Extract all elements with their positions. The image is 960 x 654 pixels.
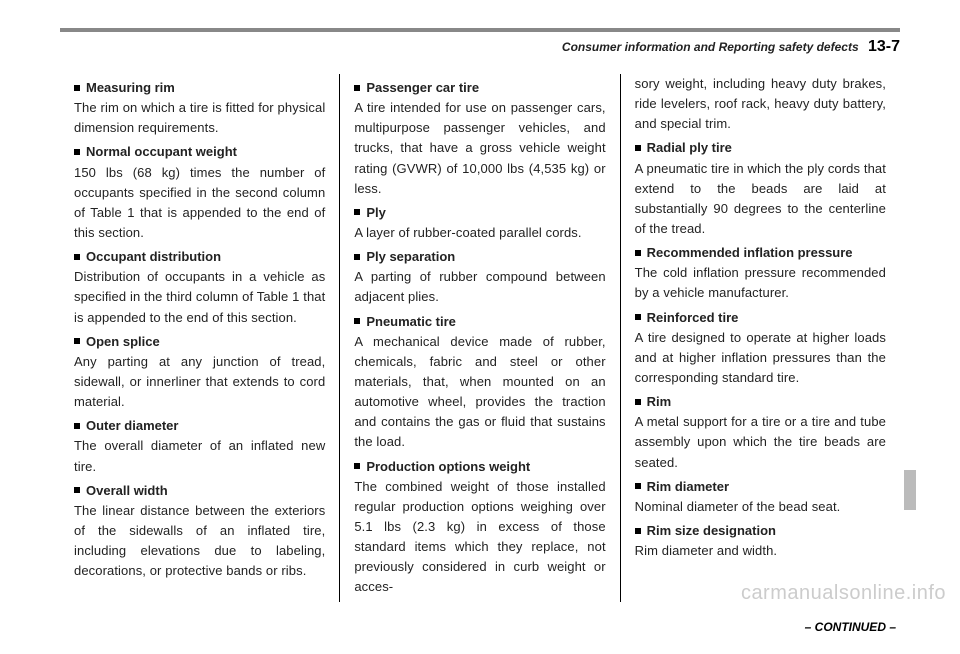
content-columns: Measuring rim The rim on which a tire is… bbox=[60, 74, 900, 602]
term: Measuring rim bbox=[74, 78, 325, 98]
definition: Rim diameter and width. bbox=[635, 541, 886, 561]
page-header: Consumer information and Reporting safet… bbox=[60, 38, 900, 56]
definition: A tire intended for use on passenger car… bbox=[354, 98, 605, 199]
term-label: Normal occupant weight bbox=[86, 144, 237, 159]
definition: The rim on which a tire is fitted for ph… bbox=[74, 98, 325, 138]
header-rule bbox=[60, 28, 900, 32]
bullet-icon bbox=[635, 145, 641, 151]
term: Outer diameter bbox=[74, 416, 325, 436]
term: Pneumatic tire bbox=[354, 312, 605, 332]
bullet-icon bbox=[74, 254, 80, 260]
column-2: Passenger car tire A tire intended for u… bbox=[339, 74, 619, 602]
definition: The cold inflation pressure recommended … bbox=[635, 263, 886, 303]
page-number: 13-7 bbox=[868, 38, 900, 55]
term: Rim size designation bbox=[635, 521, 886, 541]
definition: 150 lbs (68 kg) times the number of occu… bbox=[74, 163, 325, 244]
term: Normal occupant weight bbox=[74, 142, 325, 162]
definition: The overall diameter of an inflated new … bbox=[74, 436, 325, 476]
bullet-icon bbox=[635, 483, 641, 489]
bullet-icon bbox=[635, 314, 641, 320]
term-label: Overall width bbox=[86, 483, 168, 498]
bullet-icon bbox=[354, 318, 360, 324]
term: Ply separation bbox=[354, 247, 605, 267]
definition: Any parting at any junction of tread, si… bbox=[74, 352, 325, 412]
term-label: Reinforced tire bbox=[647, 310, 739, 325]
term: Rim bbox=[635, 392, 886, 412]
bullet-icon bbox=[354, 85, 360, 91]
definition: A tire designed to operate at higher loa… bbox=[635, 328, 886, 388]
term-label: Rim size designation bbox=[647, 523, 776, 538]
definition: sory weight, including heavy duty brakes… bbox=[635, 74, 886, 134]
term-label: Ply separation bbox=[366, 249, 455, 264]
bullet-icon bbox=[74, 85, 80, 91]
term-label: Measuring rim bbox=[86, 80, 175, 95]
term: Open splice bbox=[74, 332, 325, 352]
watermark: carmanualsonline.info bbox=[741, 582, 946, 605]
term: Reinforced tire bbox=[635, 308, 886, 328]
term-label: Occupant distribution bbox=[86, 249, 221, 264]
term: Recommended inflation pressure bbox=[635, 243, 886, 263]
bullet-icon bbox=[635, 528, 641, 534]
bullet-icon bbox=[74, 423, 80, 429]
term-label: Ply bbox=[366, 205, 386, 220]
term-label: Recommended inflation pressure bbox=[647, 245, 853, 260]
bullet-icon bbox=[635, 399, 641, 405]
definition: A parting of rubber compound between adj… bbox=[354, 267, 605, 307]
term: Radial ply tire bbox=[635, 138, 886, 158]
term-label: Pneumatic tire bbox=[366, 314, 456, 329]
term-label: Rim bbox=[647, 394, 672, 409]
column-1: Measuring rim The rim on which a tire is… bbox=[60, 74, 339, 602]
bullet-icon bbox=[354, 254, 360, 260]
term-label: Production options weight bbox=[366, 459, 530, 474]
definition: A layer of rubber-coated parallel cords. bbox=[354, 223, 605, 243]
bullet-icon bbox=[635, 250, 641, 256]
definition: The combined weight of those installed r… bbox=[354, 477, 605, 598]
definition: A pneumatic tire in which the ply cords … bbox=[635, 159, 886, 240]
term-label: Radial ply tire bbox=[647, 140, 732, 155]
term-label: Passenger car tire bbox=[366, 80, 479, 95]
definition: A metal support for a tire or a tire and… bbox=[635, 412, 886, 472]
term: Passenger car tire bbox=[354, 78, 605, 98]
section-title: Consumer information and Reporting safet… bbox=[562, 40, 859, 54]
bullet-icon bbox=[74, 338, 80, 344]
bullet-icon bbox=[354, 209, 360, 215]
term: Ply bbox=[354, 203, 605, 223]
term: Occupant distribution bbox=[74, 247, 325, 267]
term-label: Open splice bbox=[86, 334, 160, 349]
column-3: sory weight, including heavy duty brakes… bbox=[620, 74, 900, 602]
definition: A mechanical device made of rubber, chem… bbox=[354, 332, 605, 453]
bullet-icon bbox=[74, 149, 80, 155]
term-label: Outer diameter bbox=[86, 418, 178, 433]
definition: Nominal diameter of the bead seat. bbox=[635, 497, 886, 517]
term: Production options weight bbox=[354, 457, 605, 477]
term: Rim diameter bbox=[635, 477, 886, 497]
side-tab bbox=[904, 470, 916, 510]
continued-label: – CONTINUED – bbox=[60, 620, 900, 634]
term: Overall width bbox=[74, 481, 325, 501]
bullet-icon bbox=[74, 487, 80, 493]
bullet-icon bbox=[354, 463, 360, 469]
definition: The linear distance between the exterior… bbox=[74, 501, 325, 582]
manual-page: Consumer information and Reporting safet… bbox=[0, 0, 960, 654]
term-label: Rim diameter bbox=[647, 479, 729, 494]
definition: Distribution of occupants in a vehicle a… bbox=[74, 267, 325, 327]
